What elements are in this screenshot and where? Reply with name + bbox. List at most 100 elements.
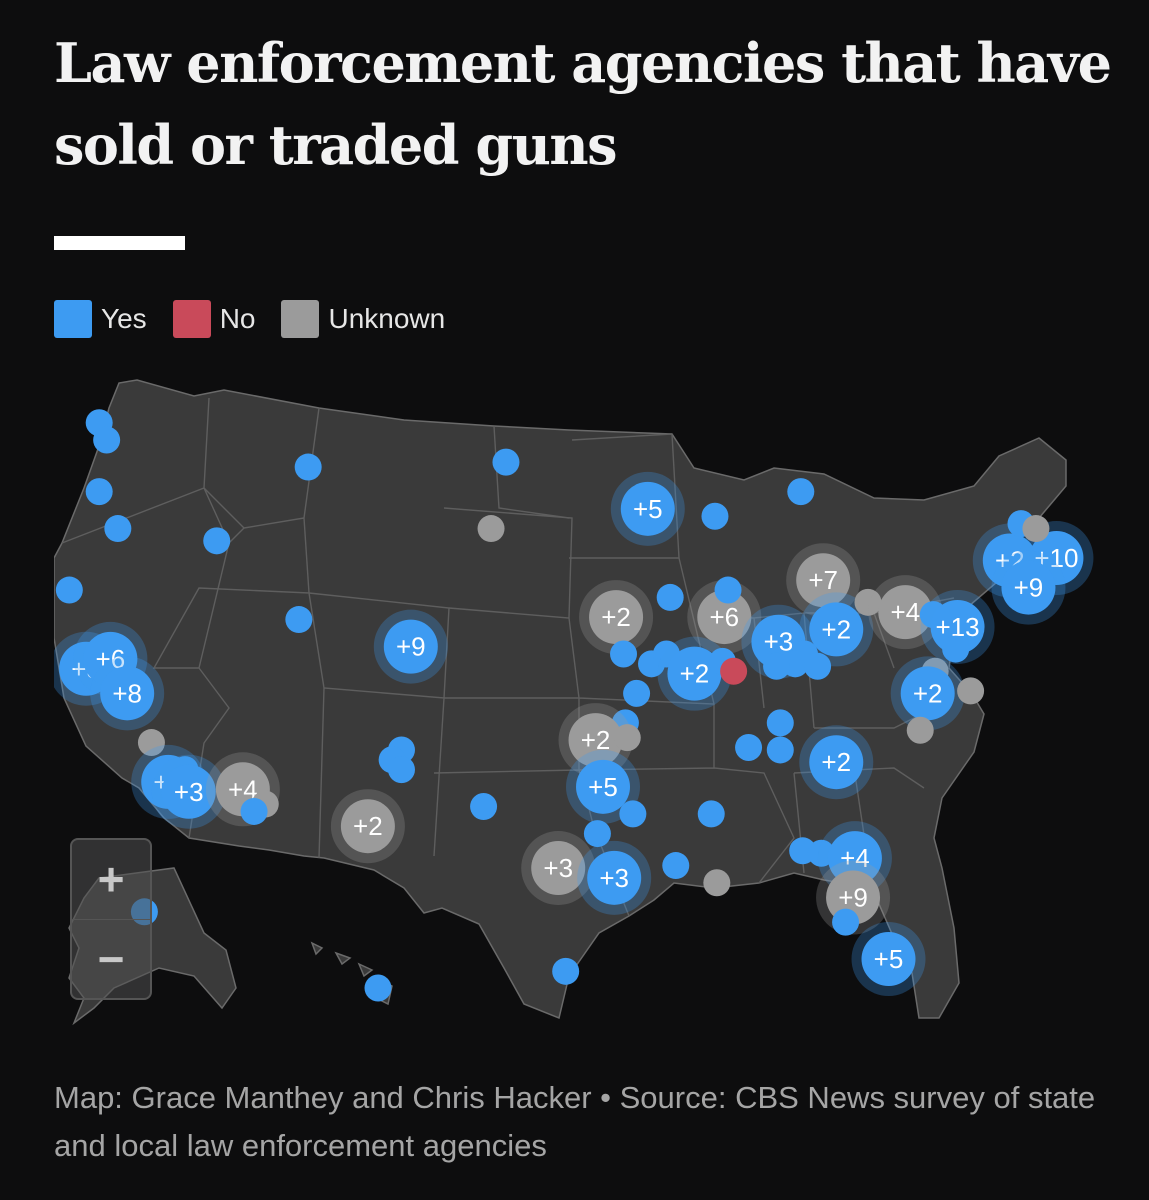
marker-yes[interactable] [656, 583, 684, 611]
marker-yes[interactable] [610, 640, 638, 668]
marker-yes[interactable] [623, 679, 651, 707]
marker-dot[interactable] [477, 515, 505, 543]
us-map[interactable]: +8+6+8+5+3+4+9+2+5+2+2+5+3+3+6+7+3+2+2+4… [54, 368, 1099, 1033]
marker-yes-cluster[interactable]: +2 [799, 592, 874, 667]
marker-dot[interactable] [763, 652, 791, 680]
marker-unknown-cluster[interactable]: +2 [579, 580, 654, 655]
marker-yes-cluster[interactable]: +3 [577, 840, 652, 915]
marker-yes[interactable] [619, 800, 647, 828]
marker-unknown-cluster[interactable]: +7 [786, 543, 861, 618]
marker-yes-cluster[interactable]: +9 [373, 609, 448, 684]
marker-yes-cluster[interactable]: +8 [90, 656, 165, 731]
marker-yes-cluster[interactable]: +2 [890, 656, 965, 731]
marker-yes[interactable] [470, 793, 498, 821]
marker-dot[interactable] [387, 756, 415, 784]
marker-dot[interactable] [667, 646, 722, 701]
marker-dot[interactable] [104, 515, 132, 543]
marker-yes[interactable] [364, 974, 392, 1002]
marker-unknown[interactable] [906, 716, 934, 744]
marker-dot[interactable] [492, 448, 520, 476]
marker-dot[interactable] [137, 729, 165, 757]
marker-dot[interactable] [861, 932, 916, 987]
marker-dot[interactable] [623, 679, 651, 707]
marker-dot[interactable] [531, 841, 586, 896]
marker-dot[interactable] [470, 793, 498, 821]
marker-dot[interactable] [804, 652, 832, 680]
marker-yes[interactable] [701, 502, 729, 530]
marker-yes-cluster[interactable]: +2 [799, 725, 874, 800]
zoom-out-button[interactable]: − [72, 918, 150, 999]
marker-dot[interactable] [613, 724, 641, 752]
marker-dot[interactable] [576, 759, 631, 814]
marker-yes[interactable] [832, 908, 860, 936]
marker-dot[interactable] [942, 635, 970, 663]
marker-yes[interactable] [294, 453, 322, 481]
marker-dot[interactable] [161, 764, 216, 819]
marker-unknown-cluster[interactable]: +3 [521, 831, 596, 906]
marker-no[interactable] [720, 657, 748, 685]
marker-yes-cluster[interactable]: +13 [920, 589, 995, 664]
marker-dot[interactable] [610, 640, 638, 668]
marker-yes[interactable] [85, 478, 113, 506]
marker-dot[interactable] [100, 666, 155, 721]
zoom-control[interactable]: + − [70, 838, 152, 1000]
marker-dot[interactable] [854, 588, 882, 616]
marker-dot[interactable] [930, 599, 985, 654]
marker-dot[interactable] [203, 527, 231, 555]
marker-dot[interactable] [766, 709, 794, 737]
marker-dot[interactable] [294, 453, 322, 481]
marker-yes[interactable] [763, 652, 791, 680]
marker-dot[interactable] [796, 553, 851, 608]
marker-yes-cluster[interactable]: +3 [151, 754, 226, 829]
marker-yes[interactable] [697, 800, 725, 828]
marker-yes[interactable] [662, 852, 690, 880]
marker-dot[interactable] [697, 590, 752, 645]
marker-yes[interactable] [583, 820, 611, 848]
marker-dot[interactable] [703, 869, 731, 897]
marker-yes[interactable] [104, 515, 132, 543]
marker-unknown-cluster[interactable]: +6 [687, 580, 762, 655]
marker-dot[interactable] [809, 602, 864, 657]
marker-dot[interactable] [85, 478, 113, 506]
marker-dot[interactable] [620, 481, 675, 536]
marker-dot[interactable] [589, 590, 644, 645]
marker-yes[interactable] [492, 448, 520, 476]
marker-yes-cluster[interactable]: +9 [991, 550, 1066, 625]
marker-dot[interactable] [809, 735, 864, 790]
marker-dot[interactable] [906, 716, 934, 744]
marker-unknown[interactable] [957, 677, 985, 705]
marker-yes[interactable] [766, 736, 794, 764]
marker-dot[interactable] [662, 852, 690, 880]
marker-yes[interactable] [93, 426, 121, 454]
marker-dot[interactable] [878, 585, 933, 640]
marker-dot[interactable] [552, 957, 580, 985]
marker-dot[interactable] [900, 666, 955, 721]
marker-dot[interactable] [656, 583, 684, 611]
marker-dot[interactable] [714, 576, 742, 604]
marker-dot[interactable] [383, 619, 438, 674]
marker-yes[interactable] [387, 756, 415, 784]
marker-yes[interactable] [285, 606, 313, 634]
marker-dot[interactable] [93, 426, 121, 454]
marker-unknown[interactable] [1022, 515, 1050, 543]
marker-dot[interactable] [568, 713, 623, 768]
marker-dot[interactable] [619, 800, 647, 828]
marker-dot[interactable] [1001, 560, 1056, 615]
zoom-in-button[interactable]: + [97, 853, 125, 906]
marker-unknown-cluster[interactable]: +4 [868, 575, 943, 650]
marker-unknown[interactable] [613, 724, 641, 752]
marker-yes-cluster[interactable]: +5 [610, 471, 685, 546]
marker-yes[interactable] [240, 797, 268, 825]
marker-yes[interactable] [735, 733, 763, 761]
marker-dot[interactable] [587, 850, 642, 905]
marker-dot[interactable] [701, 502, 729, 530]
marker-yes-cluster[interactable]: +5 [566, 749, 641, 824]
marker-dot[interactable] [957, 677, 985, 705]
marker-yes[interactable] [552, 957, 580, 985]
marker-unknown[interactable] [703, 869, 731, 897]
marker-unknown[interactable] [137, 729, 165, 757]
marker-yes[interactable] [55, 576, 83, 604]
map-canvas[interactable]: +8+6+8+5+3+4+9+2+5+2+2+5+3+3+6+7+3+2+2+4… [54, 368, 1099, 1033]
marker-dot[interactable] [285, 606, 313, 634]
marker-dot[interactable] [735, 733, 763, 761]
